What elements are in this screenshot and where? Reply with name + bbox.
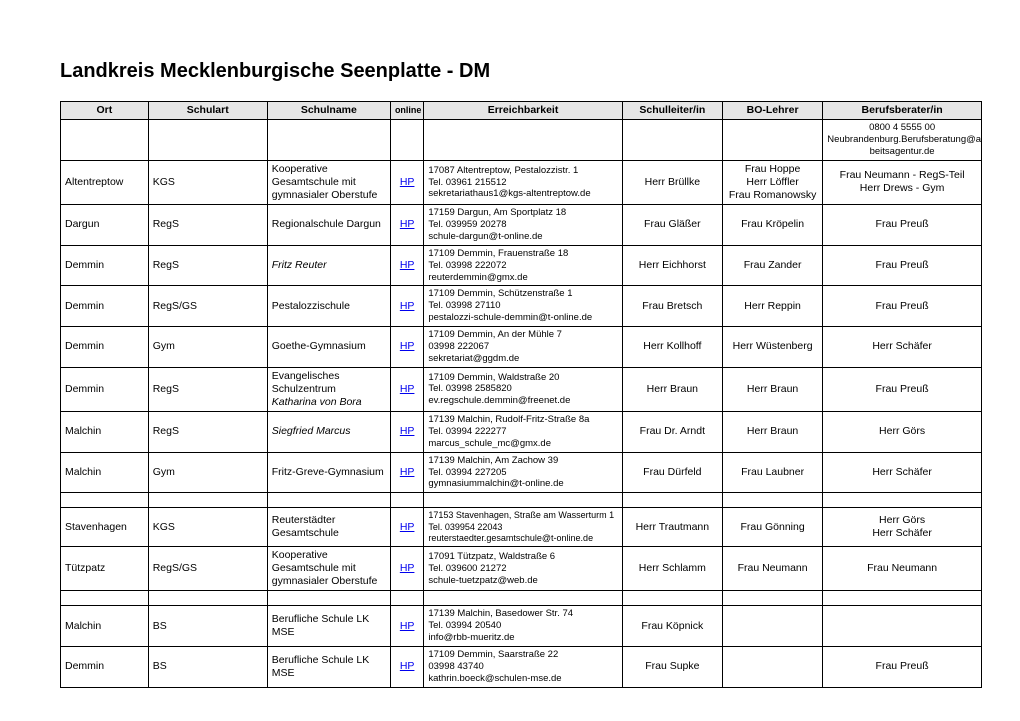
page-title: Landkreis Mecklenburgische Seenplatte - … [60, 60, 982, 83]
hp-link[interactable]: HP [400, 466, 415, 478]
global-berufsberater-contact: 0800 4 5555 00Neubrandenburg.Berufsberat… [823, 120, 982, 161]
schools-table: Ort Schulart Schulname online Erreichbar… [60, 101, 982, 688]
col-online: online [390, 102, 423, 120]
table-row: DemminRegSFritz ReuterHP17109 Demmin, Fr… [61, 245, 982, 286]
contact-header-row: 0800 4 5555 00Neubrandenburg.Berufsberat… [61, 120, 982, 161]
table-row: DargunRegSRegionalschule DargunHP17159 D… [61, 205, 982, 246]
hp-link[interactable]: HP [400, 383, 415, 395]
hp-link[interactable]: HP [400, 620, 415, 632]
table-row [61, 591, 982, 606]
table-header-row: Ort Schulart Schulname online Erreichbar… [61, 102, 982, 120]
hp-link[interactable]: HP [400, 660, 415, 672]
col-bo: BO-Lehrer [722, 102, 822, 120]
table-row: MalchinRegSSiegfried MarcusHP17139 Malch… [61, 412, 982, 453]
table-row: DemminBSBerufliche Schule LK MSEHP17109 … [61, 647, 982, 688]
col-leiter: Schulleiter/in [622, 102, 722, 120]
hp-link[interactable]: HP [400, 218, 415, 230]
hp-link[interactable]: HP [400, 562, 415, 574]
hp-link[interactable]: HP [400, 176, 415, 188]
table-row: TützpatzRegS/GSKooperative Gesamtschule … [61, 547, 982, 591]
col-erreich: Erreichbarkeit [424, 102, 622, 120]
table-row [61, 493, 982, 508]
col-bb: Berufsberater/in [823, 102, 982, 120]
table-row: DemminGymGoethe-GymnasiumHP17109 Demmin,… [61, 327, 982, 368]
table-row: StavenhagenKGSReuterstädter Gesamtschule… [61, 508, 982, 547]
table-row: MalchinBSBerufliche Schule LK MSEHP17139… [61, 606, 982, 647]
hp-link[interactable]: HP [400, 521, 415, 533]
hp-link[interactable]: HP [400, 425, 415, 437]
table-row: DemminRegSEvangelisches SchulzentrumKath… [61, 367, 982, 411]
hp-link[interactable]: HP [400, 300, 415, 312]
col-ort: Ort [61, 102, 149, 120]
table-row: MalchinGymFritz-Greve-GymnasiumHP17139 M… [61, 452, 982, 493]
hp-link[interactable]: HP [400, 259, 415, 271]
table-row: DemminRegS/GSPestalozzischuleHP17109 Dem… [61, 286, 982, 327]
col-schulname: Schulname [267, 102, 390, 120]
hp-link[interactable]: HP [400, 340, 415, 352]
col-schulart: Schulart [148, 102, 267, 120]
table-row: AltentreptowKGSKooperative Gesamtschule … [61, 160, 982, 204]
